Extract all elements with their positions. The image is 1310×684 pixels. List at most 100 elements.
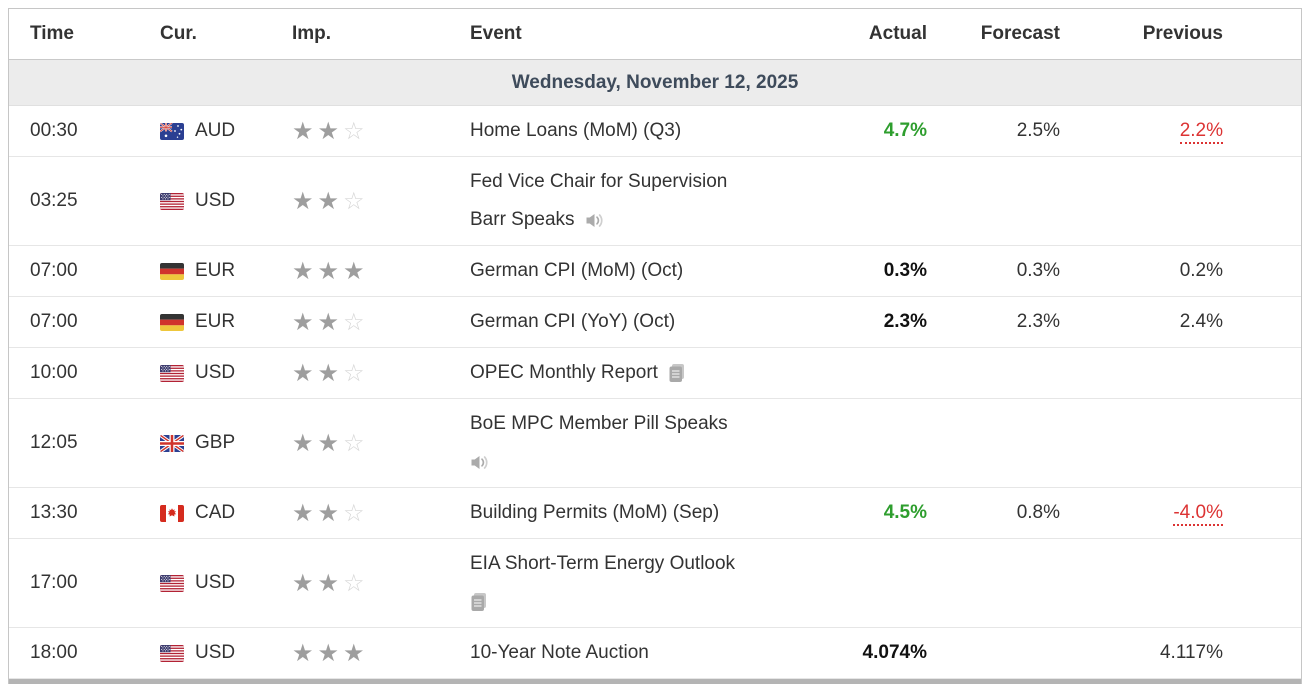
- column-header-currency: Cur.: [160, 23, 197, 44]
- star-icon: ★: [317, 569, 344, 597]
- speaker-icon[interactable]: [470, 454, 490, 471]
- event-row: 18:00 USD ★★★ 10-Year Note Auction 4.074% 4.1…: [9, 628, 1301, 679]
- star-icon: ☆: [343, 187, 369, 215]
- star-icon: ★: [317, 429, 344, 457]
- event-cell: German CPI (YoY) (Oct): [470, 303, 850, 341]
- report-icon[interactable]: [470, 592, 488, 612]
- previous-value: -4.0%: [1065, 502, 1301, 526]
- event-row: 12:05 GBP ★★☆ BoE MPC Member Pill Speaks: [9, 399, 1301, 488]
- importance-stars: ★★★: [287, 639, 470, 668]
- event-row: 00:30 AUD ★★☆ Home Loans (MoM) (Q3) 4.7% 2.5%…: [9, 106, 1301, 157]
- star-icon: ★: [317, 499, 344, 527]
- actual-value: 4.5%: [883, 502, 927, 523]
- us-flag: [160, 644, 184, 662]
- event-link[interactable]: BoE MPC Member Pill Speaks: [470, 413, 728, 434]
- australia-flag: [160, 122, 184, 140]
- star-icon: ★: [292, 569, 318, 597]
- date-header-row: Wednesday, November 12, 2025: [9, 60, 1301, 106]
- currency-code: EUR: [195, 260, 236, 281]
- event-time: 18:00: [30, 642, 78, 663]
- event-link[interactable]: German CPI (YoY) (Oct): [470, 311, 676, 332]
- table-header: Time Cur. Imp. Event Actual Forecast Pre…: [9, 9, 1301, 60]
- star-icon: ☆: [343, 308, 369, 336]
- currency-cell: EUR: [137, 311, 287, 333]
- event-link[interactable]: Barr Speaks: [470, 209, 575, 230]
- currency-code: USD: [195, 642, 236, 663]
- forecast-value: 2.5%: [1016, 120, 1060, 141]
- event-link[interactable]: OPEC Monthly Report: [470, 362, 658, 383]
- star-icon: ★: [317, 308, 344, 336]
- star-icon: ☆: [343, 569, 369, 597]
- event-time: 12:05: [30, 432, 78, 453]
- star-icon: ☆: [343, 429, 369, 457]
- previous-value: 2.2%: [1065, 120, 1301, 144]
- star-icon: ★: [292, 308, 318, 336]
- event-time: 07:00: [30, 260, 78, 281]
- importance-stars: ★★☆: [287, 499, 470, 528]
- event-cell: Home Loans (MoM) (Q3): [470, 112, 850, 150]
- currency-cell: USD: [137, 572, 287, 594]
- currency-code: USD: [195, 190, 236, 211]
- event-time: 00:30: [30, 120, 78, 141]
- star-icon: ★: [292, 639, 318, 667]
- event-link[interactable]: Building Permits (MoM) (Sep): [470, 502, 720, 523]
- star-icon: ★: [292, 117, 318, 145]
- actual-value: 2.3%: [883, 311, 927, 332]
- us-flag: [160, 364, 184, 382]
- currency-code: USD: [195, 572, 236, 593]
- event-link[interactable]: Fed Vice Chair for Supervision: [470, 171, 728, 192]
- event-time: 03:25: [30, 190, 78, 211]
- currency-code: GBP: [195, 432, 236, 453]
- star-icon: ★: [292, 499, 318, 527]
- currency-code: USD: [195, 362, 236, 383]
- event-row: 10:00 USD ★★☆ OPEC Monthly Report: [9, 348, 1301, 399]
- event-time: 10:00: [30, 362, 78, 383]
- actual-value: 4.074%: [862, 642, 927, 663]
- column-header-forecast: Forecast: [980, 23, 1060, 44]
- event-link[interactable]: EIA Short-Term Energy Outlook: [470, 553, 736, 574]
- event-row: 07:00 EUR ★★☆ German CPI (YoY) (Oct) 2.3% 2.3…: [9, 297, 1301, 348]
- currency-code: CAD: [195, 502, 236, 523]
- actual-value: 4.7%: [883, 120, 927, 141]
- economic-calendar-table: Time Cur. Imp. Event Actual Forecast Pre…: [8, 8, 1302, 684]
- importance-stars: ★★☆: [287, 117, 470, 146]
- star-icon: ★: [317, 257, 344, 285]
- event-time: 13:30: [30, 502, 78, 523]
- star-icon: ★: [317, 359, 344, 387]
- star-icon: ★: [292, 257, 318, 285]
- star-icon: ☆: [343, 499, 369, 527]
- previous-value: 0.2%: [1179, 260, 1223, 281]
- importance-stars: ★★☆: [287, 429, 470, 458]
- speaker-icon[interactable]: [585, 212, 605, 229]
- forecast-value: 2.3%: [1016, 311, 1060, 332]
- event-row: 07:00 EUR ★★★ German CPI (MoM) (Oct) 0.3% 0.3…: [9, 246, 1301, 297]
- uk-flag: [160, 434, 184, 452]
- importance-stars: ★★☆: [287, 569, 470, 598]
- previous-value: 4.117%: [1159, 642, 1223, 663]
- star-icon: ★: [292, 359, 318, 387]
- star-icon: ☆: [343, 359, 369, 387]
- forecast-value: 0.8%: [1016, 502, 1060, 523]
- event-link[interactable]: 10-Year Note Auction: [470, 642, 649, 663]
- star-icon: ★: [292, 429, 318, 457]
- star-icon: ★: [343, 257, 369, 285]
- currency-cell: EUR: [137, 260, 287, 282]
- date-header-label: Wednesday, November 12, 2025: [511, 71, 799, 93]
- event-cell: BoE MPC Member Pill Speaks: [470, 405, 850, 481]
- day-divider: [9, 679, 1301, 684]
- event-link[interactable]: German CPI (MoM) (Oct): [470, 260, 684, 281]
- currency-cell: USD: [137, 362, 287, 384]
- star-icon: ★: [292, 187, 318, 215]
- us-flag: [160, 192, 184, 210]
- report-icon[interactable]: [668, 363, 686, 383]
- star-icon: ★: [317, 187, 344, 215]
- currency-cell: USD: [137, 190, 287, 212]
- previous-value: 2.4%: [1179, 311, 1223, 332]
- germany-flag: [160, 262, 184, 280]
- currency-cell: CAD: [137, 502, 287, 524]
- importance-stars: ★★☆: [287, 359, 470, 388]
- column-header-time: Time: [30, 23, 75, 44]
- event-link[interactable]: Home Loans (MoM) (Q3): [470, 120, 682, 141]
- column-header-actual: Actual: [868, 23, 927, 44]
- event-time: 17:00: [30, 572, 78, 593]
